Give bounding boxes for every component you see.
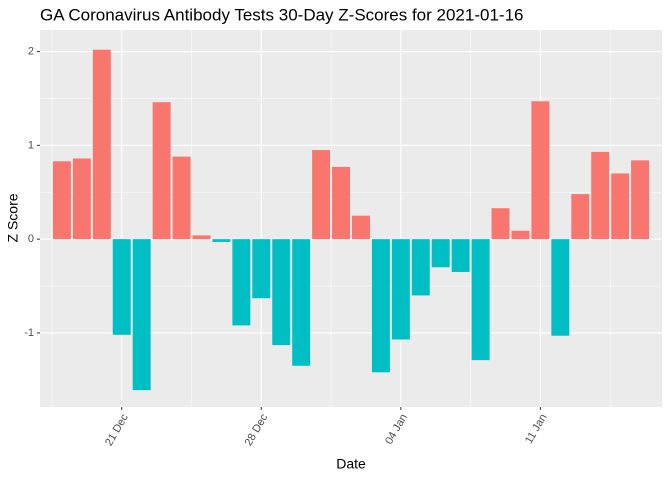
- bar: [371, 239, 390, 373]
- y-tick-label: 2: [28, 45, 34, 57]
- x-tick-label: 11 Jan: [523, 412, 550, 446]
- bar: [112, 239, 131, 335]
- bar: [152, 102, 171, 240]
- bar: [451, 239, 470, 272]
- chart-title: GA Coronavirus Antibody Tests 30-Day Z-S…: [40, 5, 523, 24]
- bar: [332, 166, 351, 240]
- bar: [551, 239, 570, 336]
- bar: [431, 239, 450, 268]
- bar: [391, 239, 410, 340]
- bar: [491, 208, 510, 240]
- bar: [511, 230, 530, 240]
- bar: [312, 150, 331, 240]
- bar: [92, 49, 111, 240]
- x-axis-title: Date: [336, 456, 366, 472]
- bar: [292, 239, 311, 366]
- bar: [252, 239, 271, 299]
- x-tick-label: 28 Dec: [243, 412, 271, 449]
- bar: [272, 239, 291, 346]
- bar: [232, 239, 251, 326]
- bar: [591, 151, 610, 240]
- bar: [212, 239, 231, 242]
- bar: [531, 101, 550, 240]
- y-tick-label: 1: [28, 139, 34, 151]
- y-tick-label: 0: [28, 233, 34, 245]
- bar: [571, 194, 590, 240]
- bar: [351, 215, 370, 240]
- bar: [411, 239, 430, 296]
- bar: [72, 158, 91, 240]
- x-tick-label: 04 Jan: [383, 412, 410, 447]
- bar: [132, 239, 151, 391]
- y-axis-title: Z Score: [5, 193, 21, 242]
- bar: [52, 161, 71, 240]
- bar: [611, 173, 630, 240]
- bar: [471, 239, 490, 361]
- bar: [192, 235, 211, 240]
- bar: [172, 156, 191, 240]
- x-tick-label: 21 Dec: [103, 412, 131, 449]
- y-tick-label: -1: [24, 327, 34, 339]
- bar: [631, 160, 650, 240]
